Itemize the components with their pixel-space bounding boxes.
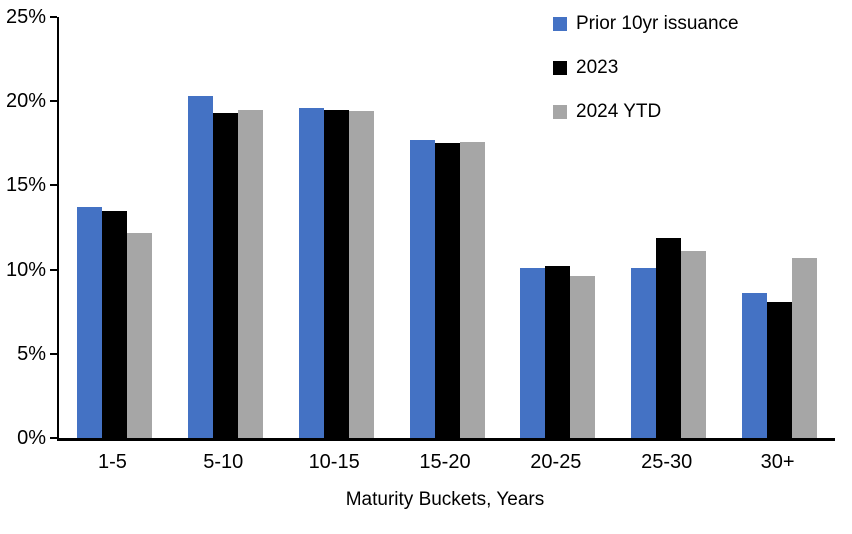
y-axis-tick-label: 25% [5,6,46,28]
legend-item: 2023 [553,56,739,79]
y-axis-tick-label: 15% [5,174,46,197]
y-axis-tick [50,184,57,187]
bar [656,237,682,438]
bar-group [59,17,170,438]
bar [187,96,213,438]
x-axis-tick-label: 5-10 [203,451,244,473]
x-axis-tick-label: 25-30 [641,451,693,473]
legend-swatch [553,104,567,119]
bar [792,257,818,438]
legend-item: 2024 YTD [553,100,739,123]
y-axis-tick [50,437,57,439]
bar-group [281,17,392,438]
bar [631,267,657,438]
bar [212,113,238,438]
bar [126,232,152,438]
legend-swatch [553,16,567,31]
y-axis-tick-label: 5% [17,342,46,365]
bar [76,207,102,438]
x-axis-labels: 1-5 5-10 10-15 15-20 20-25 25-30 30+ [57,450,833,474]
bar [298,107,324,438]
x-axis-tick-label: 1-5 [97,451,127,473]
x-axis-tick-label: 30+ [760,451,795,473]
bar [323,109,349,438]
bar [545,266,571,438]
plot-area [57,17,835,441]
bar [434,143,460,438]
bar-group [502,17,613,438]
y-axis-tick [50,16,57,18]
bar [101,210,127,438]
y-axis-tick-label: 20% [5,90,46,113]
legend-label: 2024 YTD [576,101,662,122]
bar [742,293,768,438]
y-axis-tick-label: 10% [5,258,46,281]
x-axis-tick-label: 20-25 [530,451,582,473]
y-axis-tick-label: 0% [17,427,46,449]
bar [237,109,263,438]
bar [409,139,435,438]
bar-group [392,17,503,438]
x-axis-title: Maturity Buckets, Years [345,489,545,510]
legend-label: Prior 10yr issuance [576,13,739,34]
bar [570,276,596,438]
legend-label: 2023 [576,57,619,78]
bar [520,267,546,438]
bar-group [724,17,835,438]
bar-group [613,17,724,438]
legend-swatch [553,60,567,75]
bar [348,111,374,438]
bar [767,301,793,438]
y-axis-labels: 0% 5% 10% 15% 20% 25% [0,7,46,448]
y-axis-tick [50,352,57,355]
bar [459,141,485,438]
bar-group [170,17,281,438]
legend-item: Prior 10yr issuance [553,12,739,35]
y-axis-tick [50,268,57,271]
x-axis-tick-label: 10-15 [308,451,360,473]
x-axis-tick-label: 15-20 [419,451,471,473]
legend: Prior 10yr issuance 2023 2024 YTD [553,12,739,123]
bar [681,251,707,438]
y-axis-tick [50,100,57,103]
